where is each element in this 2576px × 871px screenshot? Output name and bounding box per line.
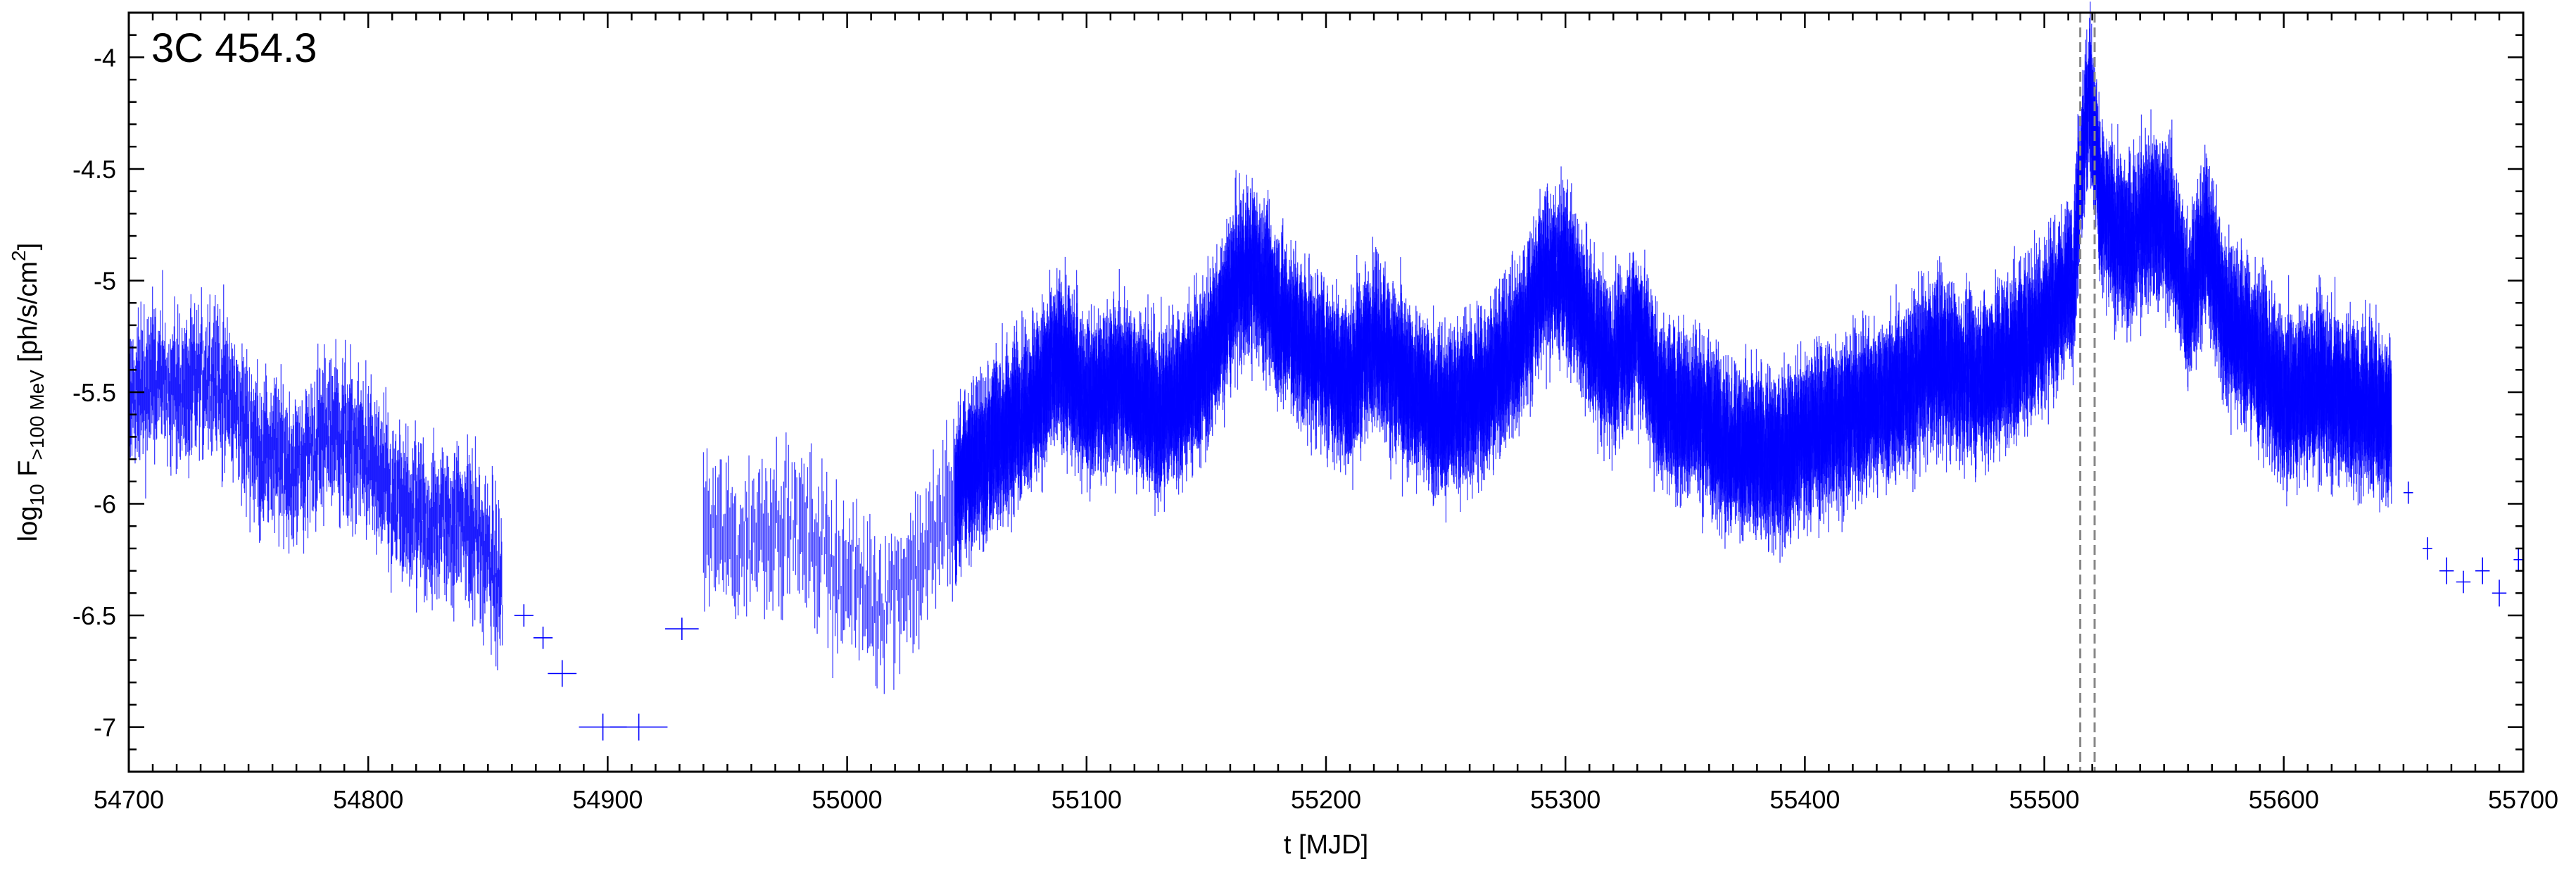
data-layer xyxy=(128,1,2523,741)
